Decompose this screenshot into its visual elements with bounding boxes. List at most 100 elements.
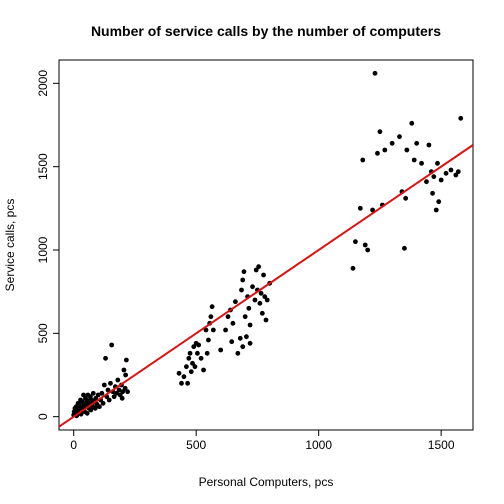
point	[455, 169, 461, 175]
x-tick-label: 1500	[428, 438, 455, 452]
point	[179, 380, 184, 386]
point	[90, 390, 96, 396]
point	[382, 147, 388, 153]
point	[115, 377, 121, 383]
point	[246, 305, 252, 311]
point	[365, 247, 371, 253]
point	[357, 205, 363, 211]
point	[443, 170, 449, 176]
point	[122, 385, 128, 391]
point	[458, 115, 464, 121]
point	[186, 355, 192, 361]
point	[123, 372, 129, 378]
point	[261, 272, 266, 278]
point	[436, 199, 442, 205]
point	[209, 304, 215, 310]
point	[430, 190, 435, 196]
point	[264, 297, 270, 303]
point	[188, 369, 194, 375]
point	[403, 195, 409, 201]
point	[404, 147, 410, 153]
point	[187, 350, 193, 356]
point	[262, 294, 268, 300]
y-tick-label: 0	[36, 413, 50, 420]
point	[240, 344, 246, 350]
point	[242, 314, 248, 320]
point	[192, 364, 198, 370]
point	[230, 320, 236, 326]
point	[259, 310, 265, 316]
point	[93, 395, 99, 401]
point	[183, 364, 189, 370]
y-tick-label: 500	[36, 323, 50, 343]
point	[250, 284, 255, 290]
point	[223, 327, 228, 333]
point	[360, 157, 366, 163]
plot-frame	[58, 59, 474, 431]
point	[239, 287, 244, 293]
point	[225, 314, 231, 320]
point	[125, 389, 130, 395]
point	[426, 142, 432, 148]
x-axis-label: Personal Computers, pcs	[199, 475, 334, 489]
point	[253, 267, 259, 273]
point	[190, 360, 195, 366]
point	[198, 355, 204, 361]
point	[244, 334, 249, 340]
point	[237, 335, 243, 341]
point	[424, 179, 429, 185]
point	[103, 355, 108, 361]
point	[120, 389, 126, 395]
point	[97, 404, 102, 410]
x-tick-label: 0	[70, 438, 77, 452]
point	[252, 297, 258, 303]
point	[201, 367, 206, 373]
point	[116, 387, 122, 393]
point	[235, 350, 241, 356]
point	[353, 239, 358, 245]
point	[433, 207, 439, 213]
point	[195, 350, 200, 356]
point	[375, 150, 380, 156]
point	[119, 395, 125, 401]
point	[208, 314, 214, 320]
point	[206, 337, 211, 343]
point	[435, 160, 440, 166]
point	[101, 382, 107, 388]
point	[100, 400, 106, 406]
point	[453, 172, 459, 178]
point	[372, 70, 378, 76]
point	[438, 177, 444, 183]
point	[108, 380, 113, 386]
point	[397, 134, 402, 140]
point	[191, 344, 197, 350]
point	[240, 277, 246, 283]
point	[409, 120, 415, 126]
point	[105, 387, 111, 393]
point	[92, 405, 98, 411]
point	[185, 380, 191, 386]
point	[84, 410, 90, 416]
point	[114, 390, 119, 396]
point	[257, 300, 263, 306]
point	[370, 207, 375, 213]
point	[121, 367, 127, 373]
point	[241, 269, 247, 275]
point	[204, 350, 210, 356]
regression-line	[59, 144, 473, 428]
point	[258, 290, 264, 296]
point	[196, 342, 202, 348]
point	[402, 245, 407, 251]
x-tick-label: 500	[186, 438, 206, 452]
y-tick-label: 1500	[36, 153, 50, 180]
point	[181, 374, 187, 380]
point	[218, 347, 224, 353]
y-tick-label: 2000	[36, 70, 50, 97]
point	[247, 340, 253, 346]
chart-title: Number of service calls by the number of…	[91, 23, 441, 39]
point	[448, 167, 454, 173]
point	[232, 299, 238, 305]
point	[377, 129, 383, 135]
point	[414, 140, 420, 146]
